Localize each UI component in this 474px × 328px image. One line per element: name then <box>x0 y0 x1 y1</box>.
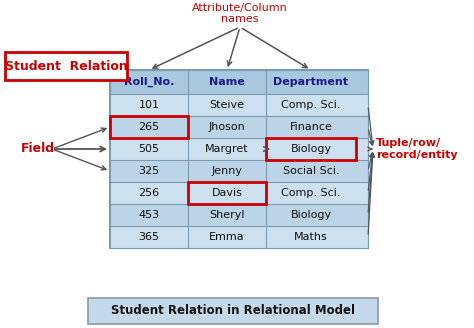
Bar <box>188 182 266 204</box>
Text: Sheryl: Sheryl <box>209 210 245 220</box>
Text: Davis: Davis <box>211 188 242 198</box>
Text: 101: 101 <box>138 100 159 110</box>
Bar <box>110 204 368 226</box>
Text: Jenny: Jenny <box>211 166 243 176</box>
Text: 265: 265 <box>138 122 160 132</box>
Text: Biology: Biology <box>291 210 331 220</box>
Bar <box>110 70 368 94</box>
Text: Field: Field <box>21 142 55 155</box>
Text: names: names <box>221 14 259 24</box>
Bar <box>110 70 368 248</box>
Bar <box>110 226 368 248</box>
Bar <box>110 116 368 138</box>
Text: Jhoson: Jhoson <box>209 122 246 132</box>
Text: Biology: Biology <box>291 144 331 154</box>
Text: Roll_No.: Roll_No. <box>124 77 174 87</box>
Bar <box>110 160 368 182</box>
Text: Steive: Steive <box>210 100 245 110</box>
Text: 453: 453 <box>138 210 160 220</box>
Bar <box>5 52 127 80</box>
Bar <box>110 94 368 116</box>
Text: Student  Relation: Student Relation <box>5 59 128 72</box>
Text: 325: 325 <box>138 166 160 176</box>
Text: Comp. Sci.: Comp. Sci. <box>281 100 341 110</box>
Text: 365: 365 <box>138 232 159 242</box>
Text: 256: 256 <box>138 188 160 198</box>
Text: Social Sci.: Social Sci. <box>283 166 339 176</box>
Bar <box>266 138 356 160</box>
Bar <box>110 116 188 138</box>
Bar <box>110 182 368 204</box>
Text: Department: Department <box>273 77 348 87</box>
Text: Emma: Emma <box>209 232 245 242</box>
Text: Tuple/row/
record/entity: Tuple/row/ record/entity <box>376 138 457 160</box>
Text: Comp. Sci.: Comp. Sci. <box>281 188 341 198</box>
Text: Maths: Maths <box>294 232 328 242</box>
Bar <box>110 138 368 160</box>
Text: Name: Name <box>209 77 245 87</box>
Text: Margret: Margret <box>205 144 249 154</box>
Bar <box>88 298 378 324</box>
Text: Finance: Finance <box>290 122 332 132</box>
Text: 505: 505 <box>138 144 159 154</box>
Text: Attribute/Column: Attribute/Column <box>192 3 288 13</box>
Text: Student Relation in Relational Model: Student Relation in Relational Model <box>111 304 355 318</box>
